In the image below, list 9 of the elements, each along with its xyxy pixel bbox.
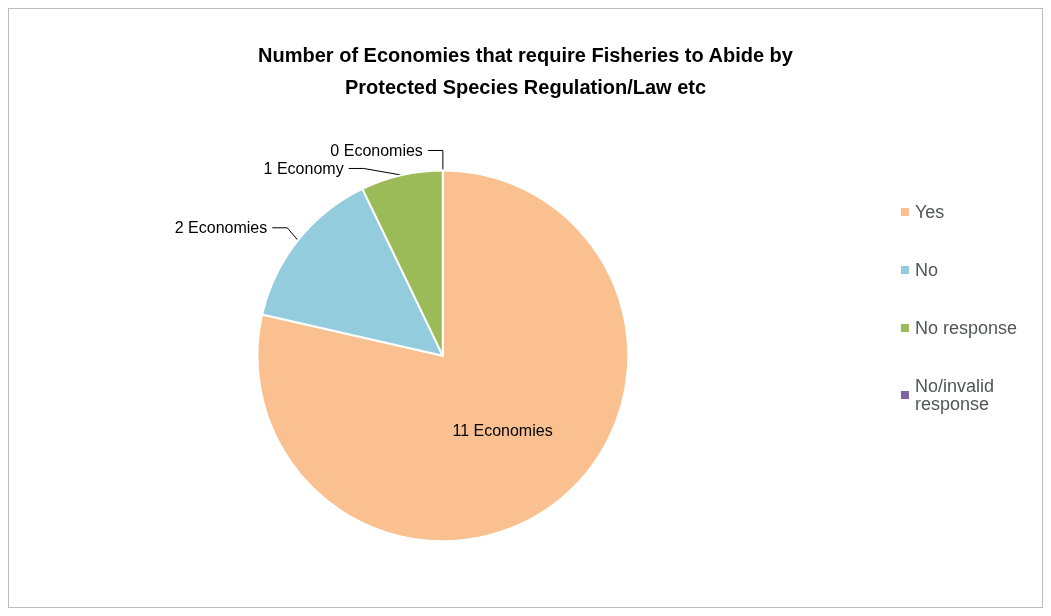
legend-label: No response: [914, 318, 1017, 338]
text: 0 Economies: [330, 141, 423, 159]
legend-label: No/invalid response: [914, 376, 999, 414]
legend-label: No: [914, 260, 938, 280]
data-label: 2 Economies: [174, 219, 268, 237]
chart-title: Number of Economies that require Fisheries to Abide by Protected Species Regulation/Law etc: [258, 44, 794, 98]
data-label: 11 Economies: [452, 422, 553, 440]
legend-label: Yes: [914, 202, 945, 222]
data-label: 1 Economy: [263, 159, 344, 177]
